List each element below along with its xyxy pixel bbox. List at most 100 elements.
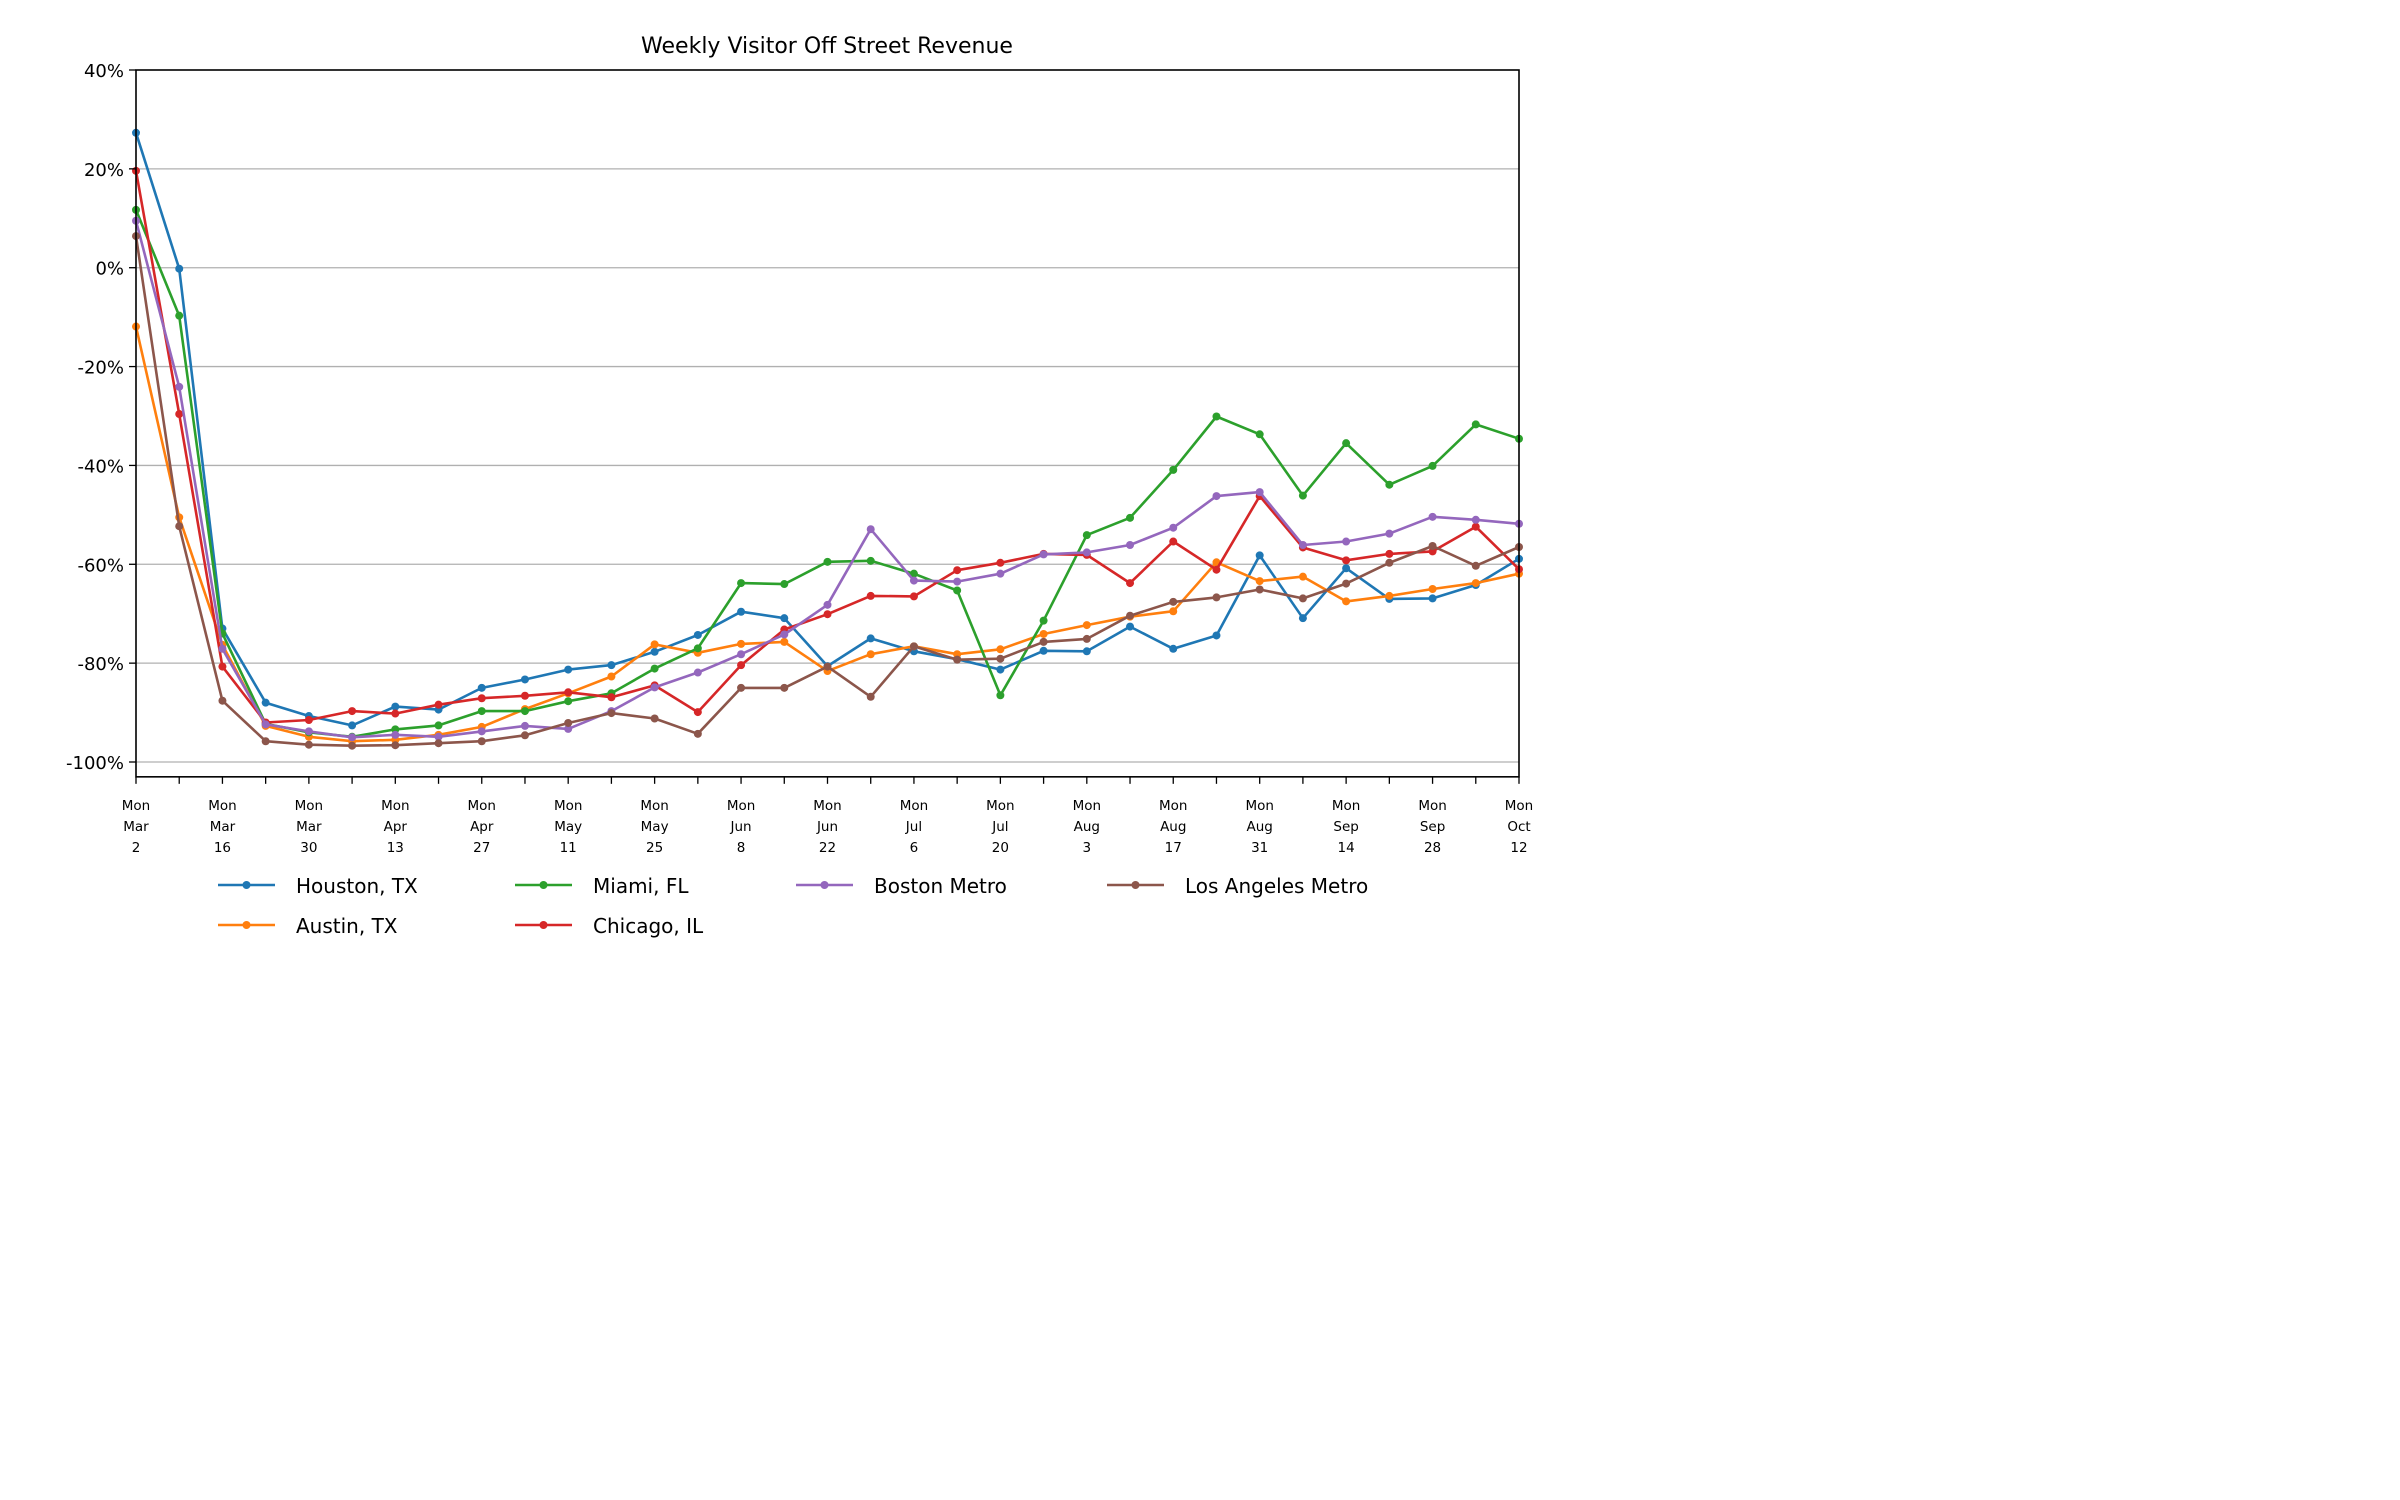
x-tick-label: Mon Sep 14 <box>1332 798 1360 856</box>
data-point <box>1082 621 1091 630</box>
legend-swatch-marker <box>820 881 829 889</box>
data-point <box>1169 537 1178 546</box>
x-tick-label-line: Apr <box>384 819 408 835</box>
data-point <box>650 683 659 692</box>
y-tick-label: -100% <box>66 753 124 774</box>
data-point <box>909 592 918 601</box>
x-tick-label-line: May <box>641 819 669 835</box>
x-tick-label: Mon Mar 16 <box>208 798 236 856</box>
data-point <box>1212 412 1221 421</box>
y-tick-label: -80% <box>77 654 124 675</box>
legend-swatch-marker <box>1131 881 1140 889</box>
x-tick-label: Mon Jul 6 <box>900 798 928 856</box>
data-point <box>520 707 529 716</box>
data-point <box>650 714 659 723</box>
data-point <box>477 694 486 703</box>
x-tick-label-line: 17 <box>1165 840 1182 856</box>
series-layer <box>132 128 1523 750</box>
series-line <box>134 170 1520 724</box>
data-point <box>996 569 1005 578</box>
data-point <box>1428 594 1437 603</box>
data-point <box>391 702 400 711</box>
legend-label: Houston, TX <box>296 874 418 898</box>
data-point <box>866 650 875 659</box>
x-tick-label-line: 25 <box>646 840 663 856</box>
data-point <box>304 740 313 749</box>
data-point <box>823 610 832 619</box>
data-point <box>1255 430 1264 439</box>
y-tick-label: 0% <box>95 259 124 280</box>
data-point <box>909 569 918 578</box>
x-tick-label-line: 27 <box>473 840 490 856</box>
data-point <box>477 707 486 716</box>
data-point <box>1126 513 1135 522</box>
data-point <box>737 661 746 670</box>
data-point <box>737 607 746 616</box>
y-tick-label: -20% <box>77 358 124 379</box>
data-point <box>1298 491 1307 500</box>
data-point <box>1342 439 1351 448</box>
data-point <box>391 730 400 739</box>
data-point <box>1126 541 1135 550</box>
data-point <box>650 640 659 649</box>
data-point <box>218 644 227 653</box>
data-point <box>953 577 962 586</box>
data-point <box>823 557 832 566</box>
data-point <box>1342 556 1351 565</box>
data-point <box>1255 577 1264 586</box>
x-tick-label-line: Mon <box>468 798 496 814</box>
data-point <box>1082 647 1091 656</box>
data-point <box>1428 541 1437 550</box>
series-chicago-il <box>132 166 1523 727</box>
data-point <box>564 665 573 674</box>
x-tick-label-line: 31 <box>1251 840 1268 856</box>
x-tick-label-line: Mar <box>210 819 236 835</box>
data-point <box>953 566 962 575</box>
legend-item: Houston, TX <box>218 874 418 898</box>
series-line <box>134 132 1520 727</box>
x-tick-label-line: Mon <box>208 798 236 814</box>
data-point <box>823 600 832 609</box>
legend-item: Los Angeles Metro <box>1107 874 1368 898</box>
x-tick-label-line: May <box>554 819 582 835</box>
legend-item: Boston Metro <box>796 874 1007 898</box>
x-tick-label-line: Sep <box>1333 819 1358 835</box>
series-houston-tx <box>132 128 1523 730</box>
data-point <box>1342 564 1351 573</box>
x-tick-label-line: Sep <box>1420 819 1445 835</box>
data-point <box>866 591 875 600</box>
data-point <box>996 691 1005 700</box>
data-point <box>520 691 529 700</box>
data-point <box>607 693 616 702</box>
x-tick-label-line: Jun <box>816 819 838 835</box>
data-point <box>780 637 789 646</box>
data-point <box>650 664 659 673</box>
x-tick-label: Mon Mar 2 <box>122 798 150 856</box>
data-point <box>391 709 400 718</box>
x-tick-label: Mon Jul 20 <box>986 798 1014 856</box>
x-tick-label-line: 28 <box>1424 840 1441 856</box>
x-tick-label-line: 20 <box>992 840 1009 856</box>
data-point <box>1342 579 1351 588</box>
x-tick-label-line: Mon <box>295 798 323 814</box>
data-point <box>1385 549 1394 558</box>
data-point <box>737 683 746 692</box>
data-point <box>1471 522 1480 531</box>
x-tick-label: Mon Aug 3 <box>1073 798 1101 856</box>
x-tick-label: Mon Jun 22 <box>813 798 841 856</box>
x-tick-label: Mon Mar 30 <box>295 798 323 856</box>
x-tick-label-line: 8 <box>737 840 746 856</box>
data-point <box>780 614 789 623</box>
data-point <box>1126 622 1135 631</box>
x-tick-label-line: Apr <box>470 819 494 835</box>
data-point <box>693 708 702 717</box>
data-point <box>564 688 573 697</box>
series-boston-metro <box>132 216 1523 742</box>
data-point <box>175 264 184 273</box>
data-point <box>996 665 1005 674</box>
x-tick-label: Mon Apr 27 <box>468 798 496 856</box>
x-tick-label-line: Mon <box>1245 798 1273 814</box>
data-point <box>693 729 702 738</box>
data-point <box>1385 558 1394 567</box>
data-point <box>866 525 875 534</box>
